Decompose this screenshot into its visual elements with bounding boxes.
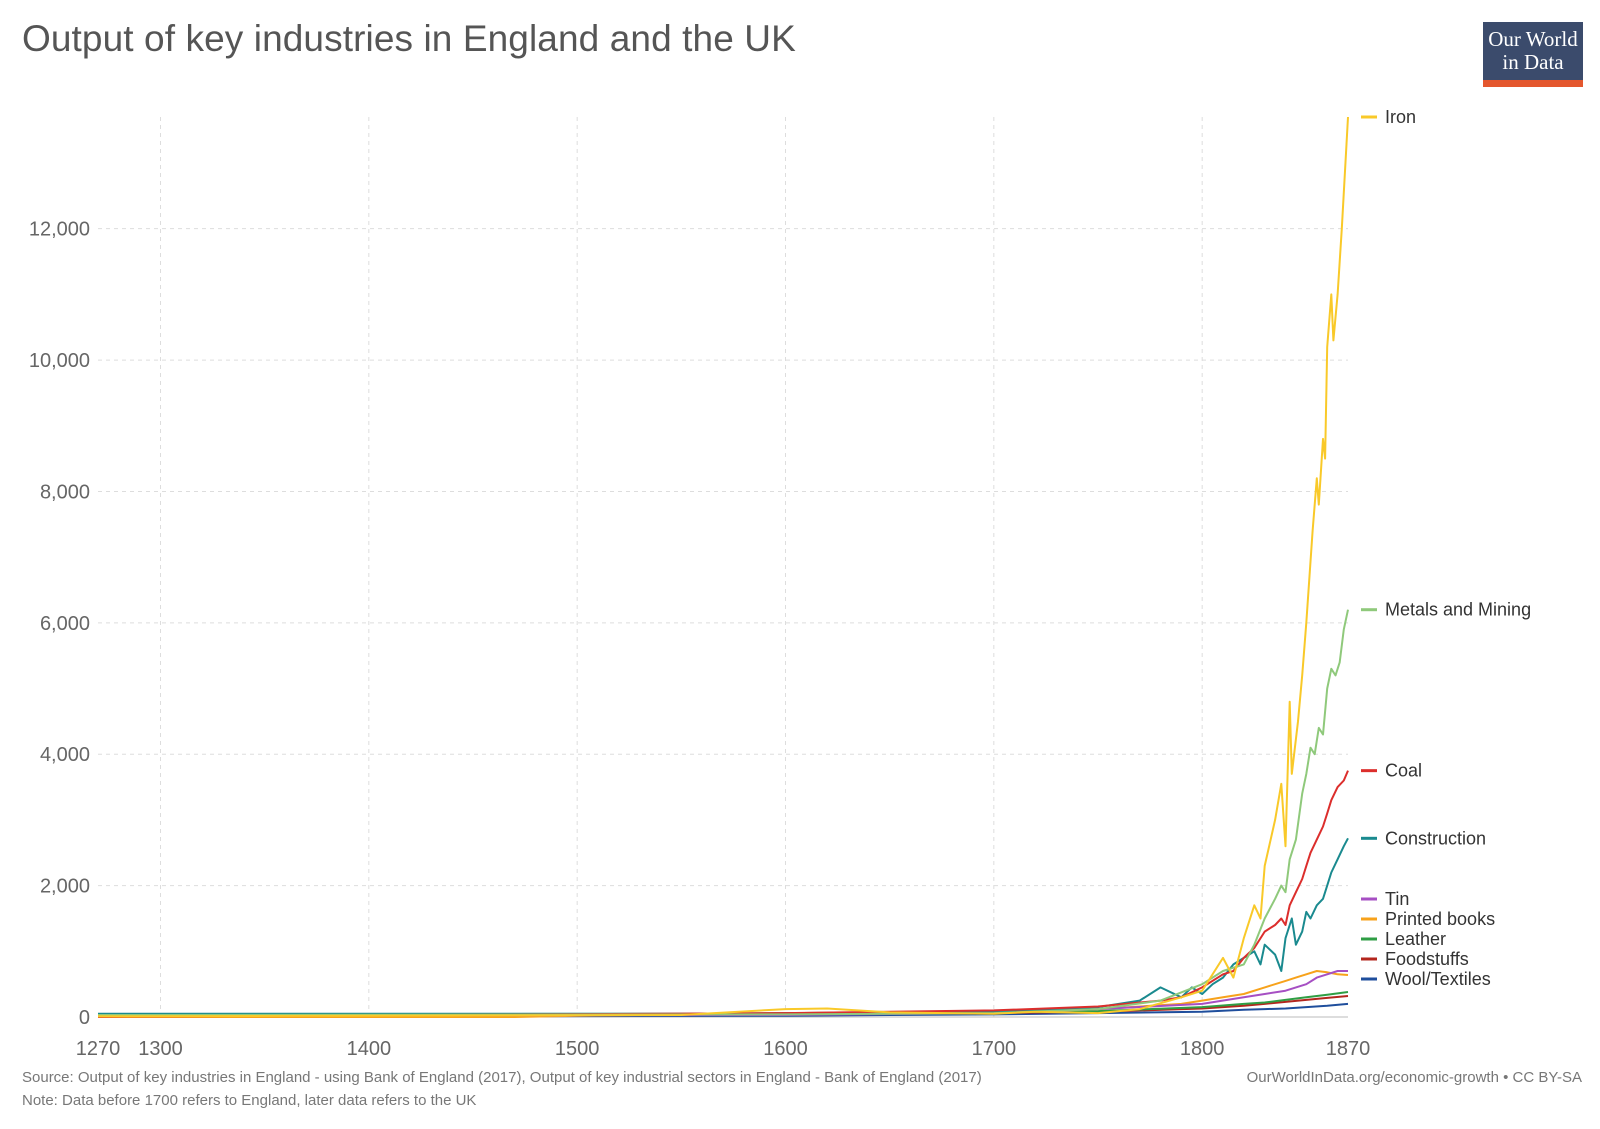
series-line-metals-and-mining[interactable]: [97, 609, 1349, 1016]
y-tick-label: 0: [79, 1007, 90, 1029]
y-tick-label: 2,000: [40, 876, 90, 898]
series-line-construction[interactable]: [98, 837, 1349, 1015]
legend-label-wool-textiles[interactable]: Wool/Textiles: [1385, 969, 1491, 989]
y-tick-label: 8,000: [40, 481, 90, 503]
y-tick-label: 12,000: [29, 219, 90, 241]
x-tick-label: 1400: [347, 1038, 392, 1060]
legend-label-construction[interactable]: Construction: [1385, 828, 1486, 848]
series-layer: [97, 116, 1349, 1018]
legend-label-leather[interactable]: Leather: [1385, 929, 1446, 949]
source-note: Source: Output of key industries in Engl…: [22, 1069, 982, 1086]
series-line-wool-textiles[interactable]: [97, 1002, 1349, 1018]
data-note: Note: Data before 1700 refers to England…: [22, 1092, 477, 1109]
legend-layer: Iron Metals and Mining Coal Construction Tin…: [1361, 107, 1531, 989]
legend-label-printed-books[interactable]: Printed books: [1385, 909, 1495, 929]
chart-title: Output of key industries in England and …: [22, 18, 796, 59]
x-tick-label: 1700: [972, 1038, 1017, 1060]
axis-layer: 0 2,000 4,000 6,000 8,000 10,000 12,000 1270 130…: [29, 219, 1370, 1060]
legend-label-foodstuffs[interactable]: Foodstuffs: [1385, 949, 1469, 969]
y-tick-label: 10,000: [29, 350, 90, 372]
series-line-iron[interactable]: [97, 116, 1349, 1018]
logo-accent-bar: [1483, 80, 1583, 87]
legend-label-coal[interactable]: Coal: [1385, 761, 1422, 781]
logo-line1: Our World: [1488, 27, 1578, 51]
x-tick-label: 1500: [555, 1038, 600, 1060]
x-tick-label: 1270: [76, 1038, 121, 1060]
grid-layer: [98, 117, 1348, 1017]
legend-label-iron[interactable]: Iron: [1385, 107, 1416, 127]
legend-label-metals-and-mining[interactable]: Metals and Mining: [1385, 600, 1531, 620]
x-tick-label: 1300: [138, 1038, 183, 1060]
logo-line2: in Data: [1502, 50, 1564, 74]
owid-logo[interactable]: Our World in Data: [1483, 22, 1583, 87]
x-tick-label: 1600: [763, 1038, 808, 1060]
credit-link[interactable]: OurWorldInData.org/economic-growth • CC …: [1246, 1069, 1582, 1086]
x-tick-label: 1800: [1180, 1038, 1225, 1060]
y-tick-label: 4,000: [40, 744, 90, 766]
y-tick-label: 6,000: [40, 613, 90, 635]
x-tick-label: 1870: [1326, 1038, 1371, 1060]
legend-label-tin[interactable]: Tin: [1385, 889, 1409, 909]
series-line-coal[interactable]: [97, 770, 1349, 1018]
